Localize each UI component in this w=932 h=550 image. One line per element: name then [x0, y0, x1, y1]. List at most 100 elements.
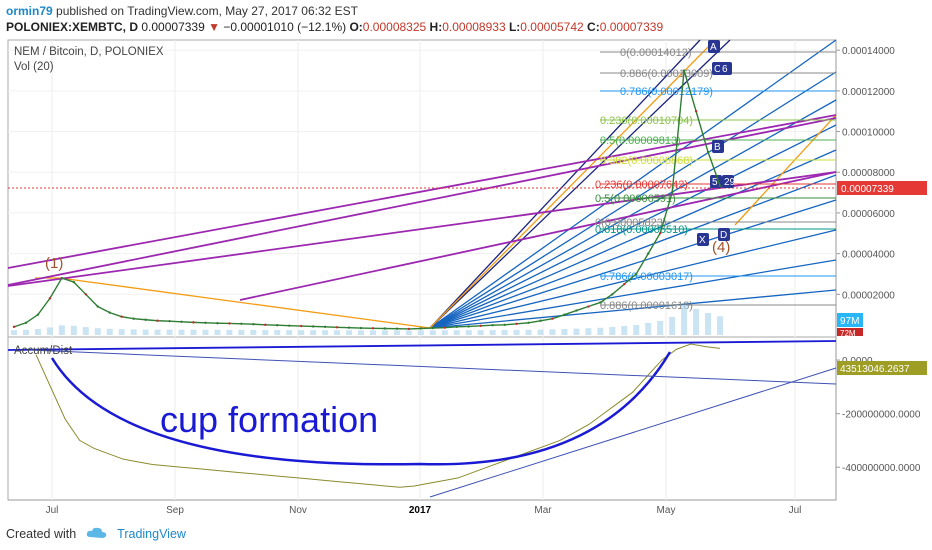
grid — [7, 39, 837, 501]
volume-badge-label: 97M — [840, 316, 859, 327]
volume-bar — [693, 309, 700, 335]
volume-bar — [597, 327, 604, 335]
cloud-logo-icon — [86, 526, 108, 543]
volume-bar — [465, 330, 472, 335]
ad-badge — [837, 361, 927, 375]
price-point — [120, 315, 123, 318]
volume-bar — [34, 329, 41, 335]
price-point — [216, 322, 219, 325]
price-point — [359, 326, 363, 330]
high-value: 0.00008933 — [442, 20, 506, 34]
volume-bar — [561, 329, 568, 335]
fib-level-label: 0.236(0.00010704) — [600, 115, 693, 127]
volume-bar — [214, 329, 221, 335]
volume-label: Vol (20) — [14, 61, 54, 73]
volume-bar — [645, 323, 652, 335]
fib-fan-line — [429, 124, 837, 329]
price-point — [180, 320, 183, 323]
price-point — [455, 325, 458, 329]
price-point — [144, 318, 147, 321]
drawing-overlays: 0(0.00014012) 0.886(0.00013009) 0.786(0.00… — [7, 39, 837, 329]
price-change: −0.00001010 (−12.1%) — [223, 20, 347, 34]
fib-level-label: 0.5(0.00009813) — [600, 135, 681, 147]
publish-header: ormin79 published on TradingView.com, Ma… — [6, 4, 358, 18]
volume-badge — [837, 313, 863, 327]
tradingview-link[interactable]: TradingView — [117, 526, 186, 541]
price-point — [240, 322, 243, 326]
ad-badge-label: 43513046.2637 — [840, 364, 910, 375]
open-label: O: — [349, 20, 363, 34]
x-tick-label: Nov — [289, 505, 307, 516]
wave-marker — [722, 175, 734, 188]
price-point — [311, 325, 315, 328]
fib-level-label: 0.886(0.00001618) — [600, 300, 693, 312]
ad-tick-label: -400000000.0000 — [842, 463, 921, 474]
price-point — [575, 309, 578, 312]
price-point — [694, 110, 698, 113]
price-point — [647, 252, 650, 255]
x-tick-label: 2017 — [409, 505, 432, 516]
price-point — [587, 305, 590, 308]
price-point — [132, 317, 135, 320]
wave-marker — [712, 140, 724, 153]
ad-trend-line — [29, 349, 837, 385]
volume-bar — [70, 325, 77, 335]
created-with: Created with — [6, 526, 77, 541]
low-value: 0.00005742 — [520, 20, 584, 34]
price-point — [72, 280, 76, 284]
wave-marker — [720, 62, 732, 75]
wave-marker-label: X — [699, 235, 706, 246]
price-point — [718, 184, 722, 187]
open-value: 0.00008325 — [362, 20, 427, 34]
volume-bar — [537, 329, 544, 335]
volume-bar — [250, 329, 257, 335]
price-point — [288, 324, 291, 327]
price-point — [108, 311, 111, 314]
price-point — [527, 321, 530, 324]
price-point — [467, 325, 470, 328]
price-point — [252, 323, 255, 326]
price-point — [228, 322, 231, 325]
price-point — [635, 272, 638, 276]
fib-level-label: 0.886(0.00013009) — [620, 68, 713, 80]
wave-label: (1) — [45, 255, 63, 272]
volume-bar — [369, 330, 376, 335]
volume-bar — [609, 327, 616, 335]
price-point — [443, 326, 446, 329]
fib-level-label: 0.5(0.00006591) — [595, 193, 676, 205]
volume-bar — [130, 329, 137, 335]
wave-marker-label: 5 — [712, 177, 718, 188]
volume-bar — [226, 329, 233, 335]
price-point — [60, 276, 64, 280]
x-tick-label: Sep — [166, 505, 184, 516]
volume-bar — [681, 305, 688, 335]
fib-level-label: 0.382(0.00008868) — [600, 155, 693, 167]
footer: Created with TradingView — [6, 526, 186, 543]
price-point — [264, 323, 267, 327]
volume-bar — [346, 330, 353, 335]
price-point — [156, 319, 159, 322]
chart-title: NEM / Bitcoin, D, POLONIEX — [14, 46, 164, 58]
publish-info: published on TradingView.com, May 27, 20… — [56, 4, 358, 18]
price-point — [192, 321, 195, 324]
high-label: H: — [429, 20, 443, 34]
accum-dist-line — [35, 343, 721, 488]
y-tick-label: 0.00012000 — [842, 87, 895, 98]
down-arrow-icon: ▼ — [208, 20, 220, 34]
author-link[interactable]: ormin79 — [6, 4, 53, 18]
volume-bar — [417, 330, 424, 335]
volume-bar — [585, 328, 592, 335]
volume-bar — [82, 327, 89, 335]
price-point — [36, 313, 40, 316]
volume-bar — [94, 328, 101, 335]
accum-dist-series: cup formation — [7, 340, 837, 498]
price-point — [539, 319, 542, 322]
wave-marker-label: 6 — [722, 64, 728, 75]
purple-trend-line — [239, 171, 837, 301]
close-label: C: — [587, 20, 600, 34]
y-tick-label: 0.00002000 — [842, 290, 895, 301]
orange-line — [429, 39, 716, 329]
price-point — [670, 191, 674, 194]
low-label: L: — [508, 20, 521, 34]
